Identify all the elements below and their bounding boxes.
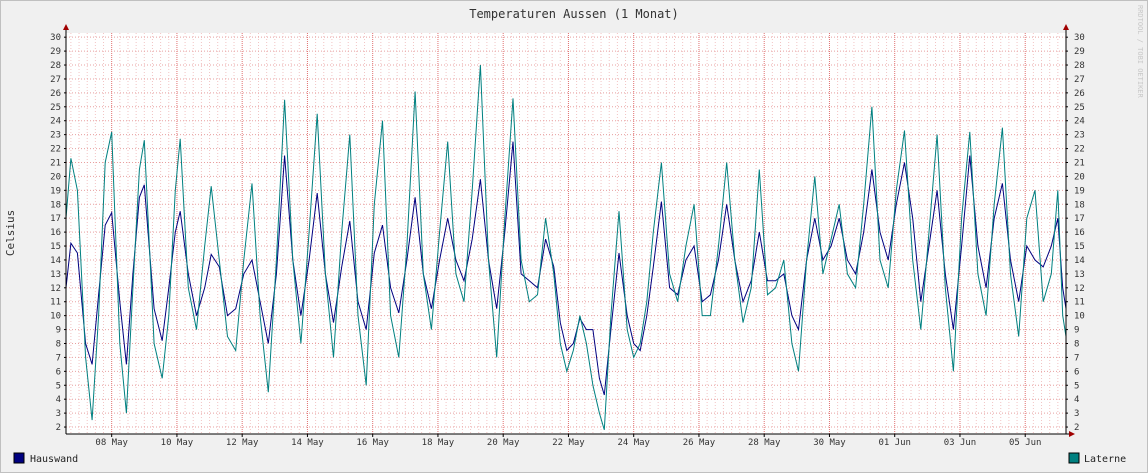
y-tick-label-left: 14 [50, 256, 61, 266]
y-tick-label-right: 24 [1074, 117, 1085, 127]
x-tick-label: 16 May [356, 438, 389, 448]
y-tick-label-left: 9 [56, 326, 61, 336]
y-axis-arrow-right [1063, 24, 1069, 30]
legend-swatch-hauswand [13, 452, 25, 464]
y-tick-label-left: 7 [56, 353, 61, 363]
y-tick-label-left: 19 [50, 186, 61, 196]
y-tick-label-left: 10 [50, 312, 61, 322]
y-tick-label-right: 28 [1074, 61, 1085, 71]
x-axis-arrow [1069, 431, 1075, 437]
y-tick-label-left: 29 [50, 47, 61, 57]
y-tick-label-left: 13 [50, 270, 61, 280]
y-tick-label-right: 17 [1074, 214, 1085, 224]
y-tick-label-left: 18 [50, 200, 61, 210]
x-tick-label: 30 May [813, 438, 846, 448]
x-tick-label: 24 May [617, 438, 650, 448]
y-tick-label-left: 12 [50, 284, 61, 294]
y-tick-label-right: 4 [1074, 395, 1079, 405]
x-tick-label: 12 May [226, 438, 259, 448]
y-tick-label-left: 2 [56, 423, 61, 433]
y-tick-label-left: 20 [50, 172, 61, 182]
y-tick-label-left: 28 [50, 61, 61, 71]
y-tick-label-right: 22 [1074, 145, 1085, 155]
y-tick-label-left: 21 [50, 158, 61, 168]
y-tick-label-right: 30 [1074, 33, 1085, 43]
x-tick-label: 14 May [291, 438, 324, 448]
y-tick-label-left: 30 [50, 33, 61, 43]
y-tick-label-left: 24 [50, 117, 61, 127]
y-tick-label-right: 11 [1074, 298, 1085, 308]
y-tick-label-left: 23 [50, 131, 61, 141]
y-tick-label-right: 19 [1074, 186, 1085, 196]
x-tick-label: 18 May [422, 438, 455, 448]
y-axis-arrow-left [63, 24, 69, 30]
y-tick-label-right: 21 [1074, 158, 1085, 168]
y-tick-label-right: 13 [1074, 270, 1085, 280]
y-axis-label: Celsius [4, 210, 17, 256]
x-tick-label: 26 May [683, 438, 716, 448]
y-tick-label-right: 15 [1074, 242, 1085, 252]
y-tick-label-left: 11 [50, 298, 61, 308]
y-tick-label-right: 5 [1074, 381, 1079, 391]
y-tick-label-left: 22 [50, 145, 61, 155]
y-tick-label-left: 3 [56, 409, 61, 419]
y-tick-label-left: 4 [56, 395, 61, 405]
x-tick-label: 22 May [552, 438, 585, 448]
y-tick-label-right: 6 [1074, 367, 1079, 377]
y-tick-label-right: 7 [1074, 353, 1079, 363]
y-tick-label-right: 9 [1074, 326, 1079, 336]
y-tick-label-right: 14 [1074, 256, 1085, 266]
axes [63, 24, 1075, 437]
series-line-laterne [65, 64, 1067, 430]
legend-label-laterne: Laterne [1084, 454, 1126, 465]
y-tick-label-left: 5 [56, 381, 61, 391]
x-tick-label: 28 May [748, 438, 781, 448]
y-tick-label-right: 16 [1074, 228, 1085, 238]
watermark: RRDTOOL / TOBI OETIKER [1136, 5, 1144, 99]
y-tick-label-left: 15 [50, 242, 61, 252]
y-tick-label-left: 25 [50, 103, 61, 113]
y-tick-label-right: 20 [1074, 172, 1085, 182]
series-line-hauswand [65, 141, 1067, 396]
x-tick-label: 08 May [95, 438, 128, 448]
y-tick-label-left: 27 [50, 75, 61, 85]
legend: Hauswand Laterne [13, 452, 1126, 465]
legend-label-hauswand: Hauswand [30, 454, 78, 465]
series-layer [65, 64, 1067, 430]
y-tick-label-right: 27 [1074, 75, 1085, 85]
x-tick-label: 03 Jun [944, 438, 977, 448]
y-tick-label-right: 2 [1074, 423, 1079, 433]
legend-swatch-laterne [1068, 452, 1080, 464]
y-tick-label-right: 23 [1074, 131, 1085, 141]
x-tick-label: 05 Jun [1009, 438, 1042, 448]
x-tick-label: 10 May [161, 438, 194, 448]
y-tick-label-left: 16 [50, 228, 61, 238]
chart-title: Temperaturen Aussen (1 Monat) [469, 7, 679, 21]
y-tick-label-left: 26 [50, 89, 61, 99]
y-tick-label-right: 10 [1074, 312, 1085, 322]
y-tick-label-right: 12 [1074, 284, 1085, 294]
y-tick-label-right: 18 [1074, 200, 1085, 210]
y-tick-label-right: 3 [1074, 409, 1079, 419]
y-tick-label-right: 8 [1074, 339, 1079, 349]
y-tick-label-left: 6 [56, 367, 61, 377]
x-tick-label: 20 May [487, 438, 520, 448]
y-tick-label-left: 17 [50, 214, 61, 224]
x-tick-label: 01 Jun [878, 438, 911, 448]
y-tick-label-right: 25 [1074, 103, 1085, 113]
y-tick-label-left: 8 [56, 339, 61, 349]
y-tick-label-right: 29 [1074, 47, 1085, 57]
y-tick-label-right: 26 [1074, 89, 1085, 99]
